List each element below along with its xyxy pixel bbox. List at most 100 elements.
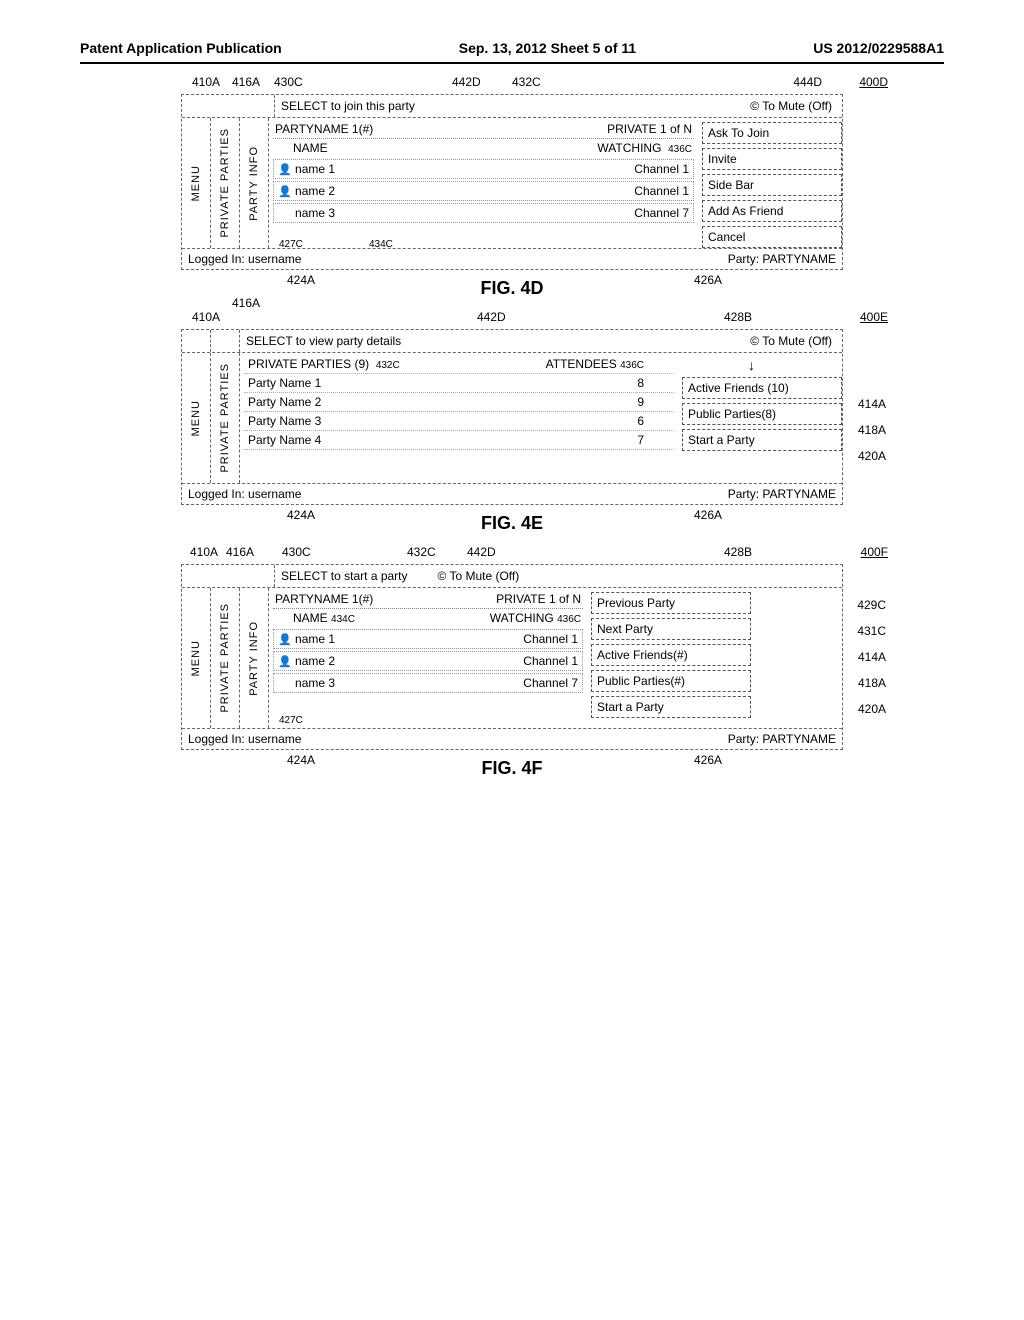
fig4d-list-header: PARTYNAME 1(#) PRIVATE 1 of N — [273, 120, 694, 139]
side-bar-button[interactable]: Side Bar — [702, 174, 842, 196]
fig4f-caption: FIG. 4F — [80, 758, 944, 779]
status-party: Party: PARTYNAME — [728, 252, 836, 266]
list-item[interactable]: Party Name 29 — [244, 393, 674, 412]
menu-label: MENU — [190, 400, 202, 436]
lbl-442D-f: 442D — [467, 545, 496, 559]
lbl-442D-e: 442D — [477, 310, 506, 324]
row-name: 👤 name 2 — [278, 184, 335, 198]
active-friends-button[interactable]: Active Friends(#) — [591, 644, 751, 666]
header-mid: Sep. 13, 2012 Sheet 5 of 11 — [459, 40, 636, 56]
row-ch: Channel 1 — [634, 184, 689, 198]
arrow-down-icon: ↓ — [748, 357, 755, 373]
row-name: 👤 name 2 — [278, 654, 335, 668]
fig4f-list-header: PARTYNAME 1(#) PRIVATE 1 of N — [273, 590, 583, 609]
invite-button[interactable]: Invite — [702, 148, 842, 170]
list-item[interactable]: Party Name 36 — [244, 412, 674, 431]
fig4f-col-party-info[interactable]: PARTY INFO — [240, 588, 269, 728]
start-a-party-button[interactable]: Start a Party — [591, 696, 751, 718]
figure-4e: 400E 416A 410A 442D 428B SELECT to view … — [80, 329, 944, 534]
fig4d-col-menu[interactable]: MENU — [182, 118, 211, 248]
fig4f-body: MENU PRIVATE PARTIES PARTY INFO PARTYNAM… — [182, 588, 842, 728]
cancel-button[interactable]: Cancel — [702, 226, 842, 248]
list-item[interactable]: Party Name 47 — [244, 431, 674, 450]
row-ch: Channel 1 — [523, 654, 578, 668]
row-name: 👤 name 1 — [278, 632, 335, 646]
figure-4d: 400D 410A 416A 430C 442D 432C 444D SELEC… — [80, 94, 944, 299]
lbl-432C: 432C — [512, 75, 541, 89]
lbl-432C-e: 432C — [376, 360, 400, 371]
fig4e-hint: SELECT to view party details — [246, 334, 401, 348]
lbl-432C-f: 432C — [407, 545, 436, 559]
lbl-426A-d: 426A — [694, 273, 722, 287]
ask-to-join-button[interactable]: Ask To Join — [702, 122, 842, 144]
list-item[interactable]: 👤 name 3 Channel 7 — [273, 673, 583, 693]
figure-4f: 400F 410A 416A 430C 432C 442D 428B SELEC… — [80, 564, 944, 779]
person-icon: 👤 — [278, 656, 292, 668]
lbl-429C-f: 429C — [857, 598, 886, 612]
fig4e-ref: 400E — [860, 310, 888, 324]
public-parties-button[interactable]: Public Parties(8) — [682, 403, 842, 425]
fig4d-mute[interactable]: © To Mute (Off) — [750, 99, 832, 113]
status-party: Party: PARTYNAME — [728, 487, 836, 501]
public-parties-button[interactable]: Public Parties(#) — [591, 670, 751, 692]
list-item[interactable]: 👤 name 2 Channel 1 — [273, 181, 694, 201]
party-info-label: PARTY INFO — [248, 146, 260, 221]
fig4d-h2: PRIVATE 1 of N — [607, 122, 692, 136]
fig4e-body: MENU PRIVATE PARTIES PRIVATE PARTIES (9)… — [182, 353, 842, 483]
fig4e-col-menu[interactable]: MENU — [182, 353, 211, 483]
list-item[interactable]: 👤 name 1 Channel 1 — [273, 629, 583, 649]
fig4d-right-panel: Ask To Join Invite Side Bar Add As Frien… — [698, 118, 842, 248]
lbl-418A-f: 418A — [858, 676, 886, 690]
fig4d-body: MENU PRIVATE PARTIES PARTY INFO PARTYNAM… — [182, 118, 842, 248]
fig4d-sub2: WATCHING 436C — [597, 141, 692, 155]
fig4f-sub2: WATCHING 436C — [490, 611, 581, 625]
fig4d-hint-gap — [182, 95, 275, 117]
fig4f-frame: 400F 410A 416A 430C 432C 442D 428B SELEC… — [181, 564, 843, 750]
list-item[interactable]: Party Name 18 — [244, 374, 674, 393]
lbl-426A-e: 426A — [694, 508, 722, 522]
add-as-friend-button[interactable]: Add As Friend — [702, 200, 842, 222]
list-item[interactable]: 👤 name 2 Channel 1 — [273, 651, 583, 671]
lbl-444D: 444D — [793, 75, 822, 89]
next-party-button[interactable]: Next Party — [591, 618, 751, 640]
person-icon: 👤 — [278, 186, 292, 198]
row-name: 👤 name 3 — [278, 206, 335, 220]
row-name: 👤 name 1 — [278, 162, 335, 176]
menu-label: MENU — [190, 165, 202, 201]
fig4f-col-private-parties[interactable]: PRIVATE PARTIES — [211, 588, 240, 728]
fig4e-list: PRIVATE PARTIES (9) 432C ATTENDEES 436C … — [240, 353, 678, 483]
fig4d-col-private-parties[interactable]: PRIVATE PARTIES — [211, 118, 240, 248]
patent-page: Patent Application Publication Sep. 13, … — [0, 0, 1024, 1320]
active-friends-button[interactable]: Active Friends (10) — [682, 377, 842, 399]
fig4e-col-private-parties[interactable]: PRIVATE PARTIES — [211, 353, 240, 483]
fig4e-hg1 — [182, 330, 211, 352]
fig4d-caption: FIG. 4D — [80, 278, 944, 299]
fig4e-status: Logged In: username Party: PARTYNAME — [182, 483, 842, 504]
fig4d-col-party-info[interactable]: PARTY INFO — [240, 118, 269, 248]
lbl-434C-d: 434C — [369, 239, 393, 250]
status-logged-in: Logged In: username — [188, 487, 301, 501]
lbl-434C-f: 434C — [331, 614, 355, 625]
lbl-430C: 430C — [274, 75, 303, 89]
fig4e-mute[interactable]: © To Mute (Off) — [750, 334, 832, 348]
list-item[interactable]: 👤 name 3 Channel 7 — [273, 203, 694, 223]
fig4f-list: PARTYNAME 1(#) PRIVATE 1 of N NAME 434C … — [269, 588, 587, 728]
fig4d-list: PARTYNAME 1(#) PRIVATE 1 of N NAME WATCH… — [269, 118, 698, 248]
row-ch: Channel 7 — [523, 676, 578, 690]
row-name: 👤 name 3 — [278, 676, 335, 690]
start-a-party-button[interactable]: Start a Party — [682, 429, 842, 451]
lbl-428B-e: 428B — [724, 310, 752, 324]
previous-party-button[interactable]: Previous Party — [591, 592, 751, 614]
fig4f-mute[interactable]: © To Mute (Off) — [438, 569, 520, 583]
lbl-414A-f: 414A — [858, 650, 886, 664]
fig4d-sub-header: NAME WATCHING 436C — [273, 139, 694, 157]
fig4f-col-menu[interactable]: MENU — [182, 588, 211, 728]
fig4f-h1: PARTYNAME 1(#) — [275, 592, 373, 606]
fig4d-hint-mid: SELECT to join this party © To Mute (Off… — [275, 99, 842, 113]
fig4f-sub-header: NAME 434C WATCHING 436C — [273, 609, 583, 627]
fig4f-hint-gap — [182, 565, 275, 587]
lbl-416A: 416A — [232, 75, 260, 89]
fig4f-hint-mid: SELECT to start a party © To Mute (Off) — [275, 569, 842, 583]
fig4d-status: Logged In: username Party: PARTYNAME — [182, 248, 842, 269]
list-item[interactable]: 👤 name 1 Channel 1 — [273, 159, 694, 179]
